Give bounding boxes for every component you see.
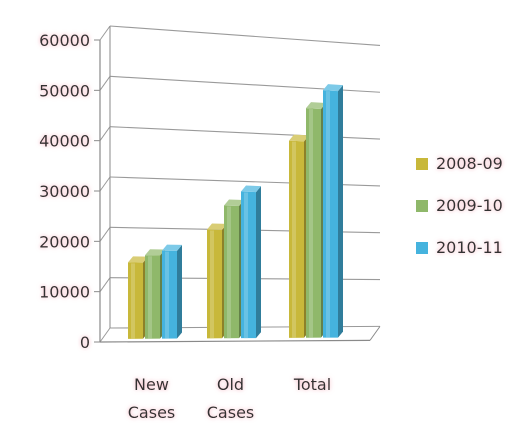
gridline-side (99, 176, 111, 192)
bar (162, 244, 182, 339)
bar (323, 84, 343, 338)
bar-highlight (227, 206, 231, 339)
bar-side (177, 244, 182, 339)
bar-highlight (309, 109, 313, 338)
bar-highlight (244, 192, 248, 339)
bar-top (128, 256, 148, 263)
gridline-side (99, 277, 111, 292)
x-tick-label: Old (217, 375, 244, 394)
bar-front (306, 108, 321, 338)
bar-highlight (326, 91, 330, 338)
axes (94, 26, 381, 343)
bars (128, 84, 343, 339)
gridline-side (99, 25, 111, 41)
legend-swatch (416, 158, 428, 170)
x-axis-line (99, 339, 371, 343)
bar-front (241, 191, 256, 339)
x-tick-label: Total (293, 375, 331, 394)
labels: 0 10000 20000 30000 40000 50000 60000 New Cases O… (39, 31, 331, 422)
bar-front (224, 205, 239, 339)
gridline (109, 25, 381, 46)
gridline-side (99, 227, 111, 242)
bar-front (289, 140, 304, 338)
bar (241, 185, 261, 339)
bar-highlight (131, 263, 135, 339)
legend-swatch (416, 200, 428, 212)
gridline-side (99, 76, 111, 91)
bar-top (289, 134, 309, 142)
legend-label: 2009-10 (436, 196, 503, 215)
x-tick-label: Cases (128, 403, 176, 422)
legend: 2008-09 2009-10 2010-11 (416, 154, 503, 257)
bar-side (338, 85, 343, 338)
y-tick-label: 30000 (39, 182, 90, 201)
bar-front (145, 255, 160, 339)
bar-front (323, 90, 338, 338)
bar-top (241, 185, 261, 193)
y-tick-label: 0 (80, 333, 90, 352)
bar-front (207, 229, 222, 339)
bar-top (323, 84, 343, 92)
x-tick-label: New (134, 375, 169, 394)
bar-top (207, 223, 227, 230)
bar-front (128, 262, 143, 339)
legend-label: 2008-09 (436, 154, 503, 173)
y-tick-label: 20000 (39, 232, 90, 251)
bar (289, 134, 309, 338)
bar-highlight (292, 141, 296, 338)
y-tick-label: 10000 (39, 283, 90, 302)
gridline-side (99, 327, 111, 343)
gridline-side (99, 126, 111, 141)
bar-highlight (148, 256, 152, 339)
x-tick-label: Cases (207, 403, 255, 422)
bar-front (162, 250, 177, 339)
bar-top (306, 102, 326, 109)
legend-swatch (416, 242, 428, 254)
floor-edge (369, 326, 381, 341)
bar-highlight (210, 230, 214, 339)
bar-top (145, 249, 165, 256)
bar-highlight (165, 251, 169, 339)
y-tick-label: 50000 (39, 81, 90, 100)
y-tick-label: 60000 (39, 31, 90, 50)
legend-label: 2010-11 (436, 238, 503, 257)
bar-top (162, 244, 182, 251)
bar-side (256, 186, 261, 339)
bar-top (224, 199, 244, 207)
y-tick-label: 40000 (39, 132, 90, 151)
